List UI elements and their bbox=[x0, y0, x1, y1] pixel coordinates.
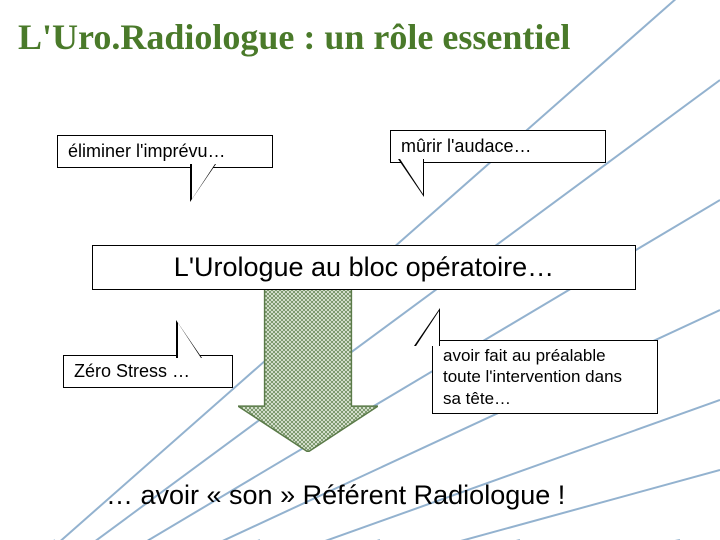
callout-bottom-right: avoir fait au préalable toute l'interven… bbox=[432, 340, 658, 414]
callout-bottom-right-tail bbox=[414, 308, 440, 346]
callout-bottom-right-line2: toute l'intervention dans bbox=[443, 367, 622, 386]
hatched-down-arrow bbox=[238, 288, 378, 452]
callout-bottom-left: Zéro Stress … bbox=[63, 355, 233, 388]
callout-top-right-text: mûrir l'audace… bbox=[401, 136, 531, 156]
slide-content: L'Uro.Radiologue : un rôle essentiel L'U… bbox=[0, 0, 720, 540]
callout-bottom-right-line3: sa tête… bbox=[443, 389, 511, 408]
callout-top-right: mûrir l'audace… bbox=[390, 130, 606, 163]
callout-bottom-left-text: Zéro Stress … bbox=[74, 361, 190, 381]
callout-bottom-left-tail bbox=[176, 320, 202, 358]
slide-title: L'Uro.Radiologue : un rôle essentiel bbox=[18, 16, 570, 58]
footer-statement: … avoir « son » Référent Radiologue ! bbox=[106, 480, 565, 511]
callout-bottom-right-line1: avoir fait au préalable bbox=[443, 346, 606, 365]
callout-top-left-text: éliminer l'imprévu… bbox=[68, 141, 225, 161]
center-statement-text: L'Urologue au bloc opératoire… bbox=[174, 252, 554, 282]
center-statement-box: L'Urologue au bloc opératoire… bbox=[92, 245, 636, 290]
callout-top-left-tail bbox=[190, 164, 216, 202]
callout-top-left: éliminer l'imprévu… bbox=[57, 135, 273, 168]
callout-top-right-tail bbox=[398, 159, 424, 197]
